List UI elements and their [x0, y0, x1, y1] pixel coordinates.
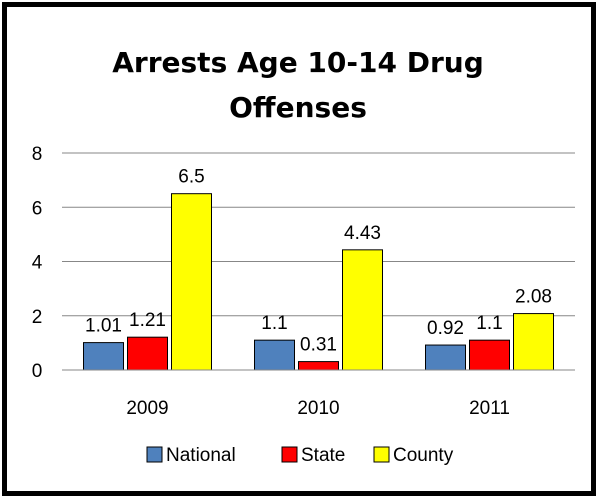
- bar-state-2009: [127, 336, 168, 371]
- bar-state-2010: [298, 361, 339, 371]
- y-tick-label-8: 8: [32, 144, 43, 165]
- chart-title-line-1: Arrests Age 10-14 Drug: [112, 46, 484, 79]
- data-label-national-2010: 1.1: [261, 313, 287, 334]
- legend-swatch-national: [146, 446, 163, 463]
- y-tick-label-2: 2: [32, 307, 43, 328]
- chart-title-line-2: Offenses: [229, 91, 367, 124]
- x-tick-label-2009: 2009: [126, 398, 168, 419]
- data-label-state-2009: 1.21: [129, 310, 166, 331]
- y-tick-label-4: 4: [32, 253, 43, 274]
- data-label-national-2011: 0.92: [427, 318, 464, 339]
- bar-state-2011: [469, 339, 510, 371]
- data-label-national-2009: 1.01: [85, 316, 122, 337]
- bar-county-2010: [342, 249, 383, 371]
- bar-national-2011: [425, 344, 466, 371]
- chart-title: Arrests Age 10-14 Drug Offenses: [0, 40, 596, 130]
- legend-swatch-state: [281, 446, 298, 463]
- x-tick-label-2010: 2010: [297, 398, 339, 419]
- data-label-state-2011: 1.1: [476, 313, 502, 334]
- y-tick-label-0: 0: [32, 361, 43, 382]
- bar-national-2009: [83, 342, 124, 371]
- data-label-county-2009: 6.5: [178, 167, 204, 188]
- legend-label-county: County: [393, 445, 454, 466]
- legend-label-national: National: [166, 445, 236, 466]
- legend-swatch-county: [373, 446, 390, 463]
- y-tick-label-6: 6: [32, 198, 43, 219]
- bar-national-2010: [254, 339, 295, 371]
- data-label-state-2010: 0.31: [300, 335, 337, 356]
- legend-label-state: State: [301, 445, 345, 466]
- x-tick-label-2011: 2011: [469, 398, 510, 419]
- bar-county-2011: [513, 313, 554, 371]
- data-label-county-2010: 4.43: [344, 223, 381, 244]
- data-label-county-2011: 2.08: [515, 287, 552, 308]
- bar-county-2009: [171, 193, 212, 371]
